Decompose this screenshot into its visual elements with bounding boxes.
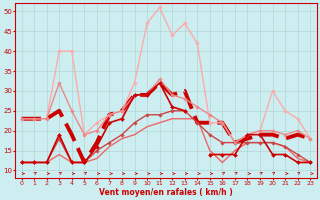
X-axis label: Vent moyen/en rafales ( km/h ): Vent moyen/en rafales ( km/h ): [99, 188, 233, 197]
